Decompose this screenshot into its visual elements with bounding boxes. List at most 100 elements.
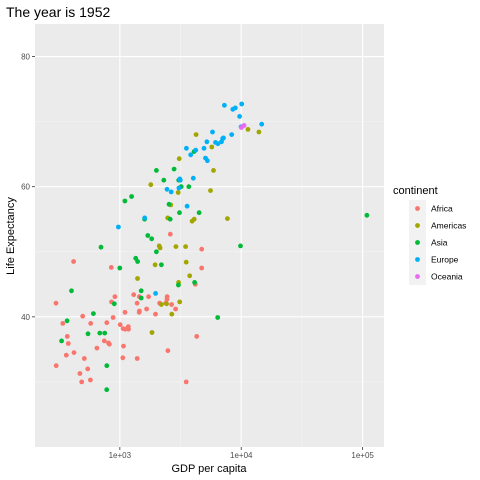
point-asia bbox=[167, 216, 173, 222]
point-africa bbox=[194, 334, 200, 339]
y-tick-label: 80 bbox=[21, 53, 30, 62]
point-asia bbox=[177, 210, 182, 216]
legend-label-americas: Americas bbox=[431, 221, 466, 231]
point-africa bbox=[88, 377, 93, 383]
point-americas bbox=[148, 182, 154, 188]
point-europe bbox=[215, 141, 221, 147]
point-africa bbox=[64, 334, 70, 339]
point-europe bbox=[116, 224, 121, 230]
point-asia bbox=[159, 262, 164, 268]
y-axis-title: Life Expectancy bbox=[5, 197, 17, 275]
point-asia bbox=[69, 288, 74, 294]
point-americas bbox=[183, 259, 189, 265]
point-americas bbox=[256, 129, 262, 135]
point-americas bbox=[176, 156, 182, 162]
point-africa bbox=[122, 309, 128, 315]
point-asia bbox=[122, 198, 128, 204]
point-americas bbox=[209, 144, 215, 150]
point-africa bbox=[60, 321, 66, 326]
point-americas bbox=[149, 330, 155, 335]
point-europe bbox=[190, 175, 196, 181]
point-oceania bbox=[241, 123, 247, 128]
point-africa bbox=[131, 292, 137, 298]
point-europe bbox=[184, 203, 190, 209]
point-africa bbox=[199, 265, 205, 271]
point-africa bbox=[94, 345, 100, 351]
point-asia bbox=[192, 280, 198, 285]
point-africa bbox=[173, 306, 179, 312]
point-asia bbox=[111, 301, 117, 307]
y-axis-ticks: 40 60 80 bbox=[21, 53, 35, 322]
point-americas bbox=[187, 273, 193, 279]
point-africa bbox=[126, 326, 131, 332]
point-europe bbox=[188, 152, 194, 158]
point-africa bbox=[53, 300, 59, 306]
chart-title: The year is 1952 bbox=[6, 4, 110, 20]
plot-panel bbox=[35, 24, 384, 447]
legend-label-asia: Asia bbox=[431, 238, 448, 248]
point-americas bbox=[193, 132, 199, 138]
point-asia bbox=[104, 363, 110, 369]
point-africa bbox=[117, 322, 123, 328]
legend-swatch-asia bbox=[415, 240, 420, 245]
point-europe bbox=[204, 139, 210, 145]
point-americas bbox=[208, 188, 213, 194]
point-europe bbox=[229, 132, 235, 138]
point-americas bbox=[177, 299, 183, 305]
point-africa bbox=[146, 294, 152, 300]
point-africa bbox=[85, 366, 91, 372]
point-americas bbox=[211, 168, 216, 173]
point-europe bbox=[221, 135, 226, 141]
point-asia bbox=[91, 311, 96, 316]
point-africa bbox=[53, 363, 59, 369]
point-americas bbox=[164, 301, 170, 307]
point-africa bbox=[108, 265, 114, 270]
point-africa bbox=[144, 306, 150, 312]
point-americas bbox=[135, 276, 140, 281]
point-africa bbox=[121, 343, 126, 349]
point-europe bbox=[201, 145, 207, 151]
x-tick-label: 1e+03 bbox=[109, 451, 132, 460]
point-europe bbox=[210, 129, 215, 135]
point-africa bbox=[169, 302, 175, 307]
point-europe bbox=[239, 101, 245, 107]
point-africa bbox=[81, 356, 87, 361]
legend-label-oceania: Oceania bbox=[431, 272, 463, 282]
point-asia bbox=[215, 315, 221, 320]
point-asia bbox=[176, 282, 181, 288]
point-asia bbox=[138, 295, 144, 301]
point-asia bbox=[102, 330, 108, 336]
point-africa bbox=[88, 321, 94, 326]
point-africa bbox=[107, 341, 112, 347]
point-americas bbox=[152, 262, 158, 268]
point-africa bbox=[101, 338, 107, 344]
legend-swatch-europe bbox=[415, 257, 420, 262]
point-europe bbox=[153, 291, 159, 296]
grid-minor bbox=[35, 24, 384, 447]
point-asia bbox=[171, 166, 177, 172]
point-asia bbox=[59, 338, 64, 344]
point-asia bbox=[161, 177, 167, 183]
point-europe bbox=[184, 145, 189, 151]
point-asia bbox=[149, 236, 155, 242]
point-africa bbox=[164, 296, 170, 302]
point-asia bbox=[98, 244, 104, 250]
point-africa bbox=[80, 313, 86, 319]
point-asia bbox=[104, 387, 110, 393]
point-asia bbox=[166, 201, 172, 207]
point-africa bbox=[122, 326, 128, 332]
point-africa bbox=[199, 246, 205, 252]
legend-label-europe: Europe bbox=[431, 255, 459, 265]
point-americas bbox=[173, 244, 179, 250]
legend-title: continent bbox=[393, 185, 438, 197]
point-europe bbox=[222, 102, 227, 108]
point-africa bbox=[134, 300, 140, 306]
point-asia bbox=[97, 330, 103, 336]
point-asia bbox=[129, 194, 135, 199]
point-americas bbox=[245, 126, 251, 132]
point-americas bbox=[175, 190, 181, 195]
point-americas bbox=[169, 311, 175, 317]
point-asia bbox=[117, 265, 123, 271]
point-europe bbox=[177, 177, 183, 183]
